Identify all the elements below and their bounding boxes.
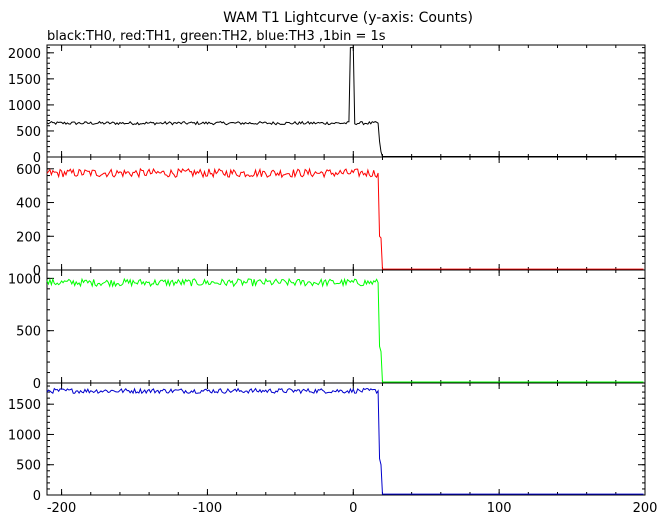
x-tick-label: 100 [487,501,512,515]
panel-frame [46,382,646,496]
y-tick-label: 400 [16,197,41,212]
x-tick-label: 0 [349,501,357,515]
y-tick-label: 1500 [8,398,41,413]
chart-subtitle: black:TH0, red:TH1, green:TH2, blue:TH3 … [47,29,386,44]
x-tick-label: -200 [47,501,77,515]
y-tick-label: 1000 [8,428,41,443]
panel-frame [46,44,646,158]
panel-th1: 0 200 400 600 [16,156,646,279]
panel-frame [46,156,646,271]
y-tick-label: 0 [33,489,41,504]
y-tick-label: 0 [33,377,41,392]
panels-group: 0500100015002000020040060005001000050010… [8,44,646,504]
y-tick-label: 500 [16,325,41,340]
chart-title: WAM T1 Lightcurve (y-axis: Counts) [223,10,473,26]
y-tick-label: 0 [33,151,41,166]
panel-frame [46,269,646,384]
y-tick-label: 1000 [8,272,41,287]
y-tick-label: 1500 [8,73,41,88]
panel-th0: 0 500 1000 1500 2000 [8,44,646,166]
y-tick-label: 1000 [8,99,41,114]
y-tick-label: 500 [16,459,41,474]
y-tick-label: 2000 [8,47,41,62]
panel-th3: 0 500 1000 1500 [8,382,646,504]
x-tick-label: -100 [193,501,223,515]
y-tick-label: 200 [16,230,41,245]
panel-th2: 0 500 1000 [8,269,646,392]
x-axis: -200 -100 0 100 200 [47,501,658,515]
y-tick-label: 500 [16,125,41,140]
x-tick-label: 200 [633,501,658,515]
series-line-th0 [46,47,644,157]
series-line-th3 [46,387,644,495]
series-line-th2 [46,277,644,383]
series-line-th1 [46,167,644,270]
y-tick-label: 600 [16,163,41,178]
y-tick-label: 0 [33,264,41,279]
